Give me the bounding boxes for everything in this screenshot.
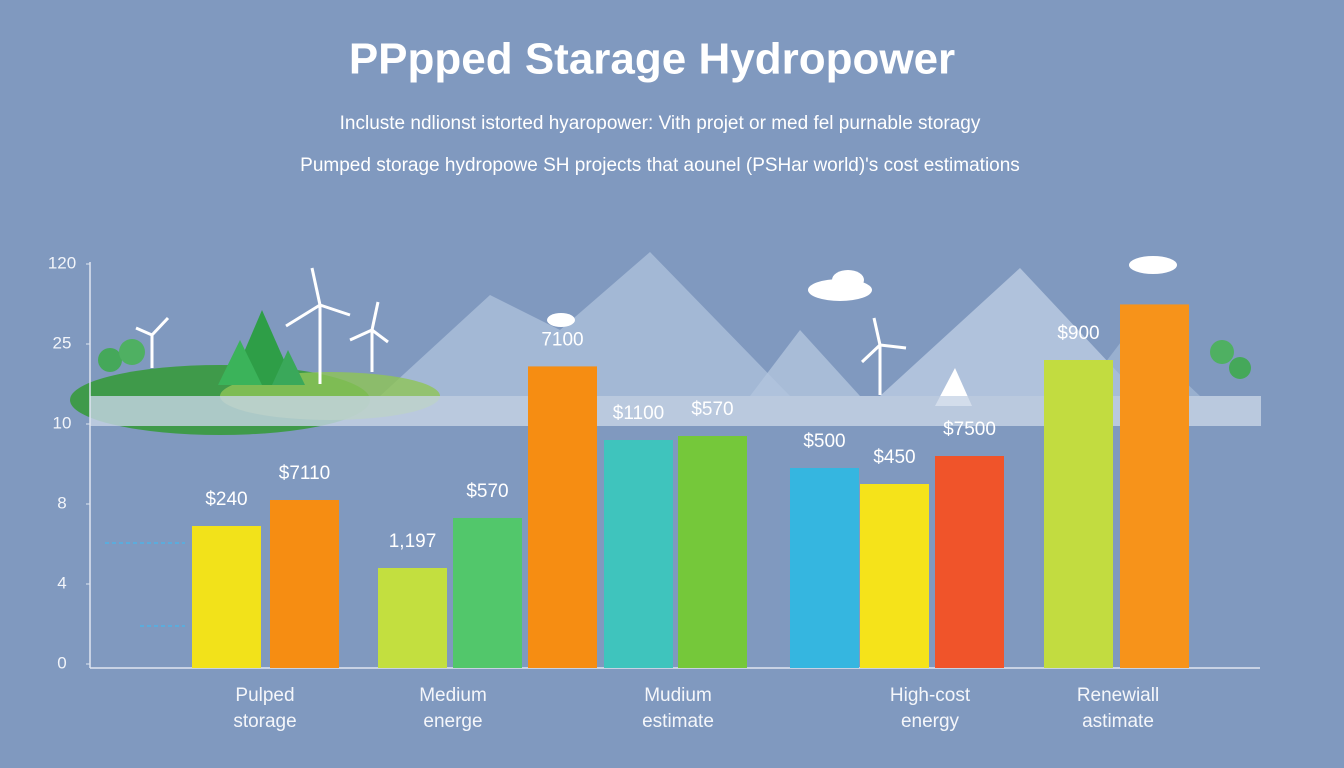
data-label: $570: [691, 399, 733, 420]
data-label: $240: [205, 489, 247, 510]
y-tick-label: 8: [57, 493, 66, 512]
bar: [604, 440, 673, 668]
x-category-label: Pulped: [235, 685, 294, 706]
data-label: $570: [466, 481, 508, 502]
data-label: $500: [803, 431, 845, 452]
chart-title: PPpped Starage Hydropower: [349, 35, 955, 84]
subtitle: Incluste ndlionst istorted hyaropower: V…: [340, 113, 981, 134]
y-tick-label: 25: [53, 333, 72, 352]
bar: [378, 568, 447, 668]
x-category-label: energy: [901, 711, 960, 732]
data-label: $900: [1057, 323, 1099, 344]
x-category-label: astimate: [1082, 711, 1154, 732]
x-category-label: High-cost: [890, 685, 971, 706]
y-tick-label: 120: [48, 253, 76, 272]
x-category-label: Mudium: [644, 685, 712, 706]
y-tick-label: 10: [53, 413, 72, 432]
bar: [453, 518, 522, 668]
x-category-label: storage: [233, 711, 296, 732]
bar: [270, 500, 339, 668]
data-label: $450: [873, 447, 915, 468]
data-label: 7100: [541, 329, 583, 350]
landscape: [70, 252, 1261, 627]
bar: [192, 526, 261, 668]
x-category-label: estimate: [642, 711, 714, 732]
bar: [935, 456, 1004, 668]
x-category-label: energe: [423, 711, 482, 732]
data-label: 1,197: [389, 531, 437, 552]
data-label: $1100: [613, 403, 664, 424]
y-tick-label: 4: [57, 573, 66, 592]
bar: [678, 436, 747, 668]
data-label: $7500: [943, 419, 996, 440]
y-tick-label: 0: [57, 653, 66, 672]
x-category-label: Medium: [419, 685, 487, 706]
x-category-label: Renewiall: [1077, 685, 1159, 706]
subtitle: Pumped storage hydropowe SH projects tha…: [300, 155, 1020, 176]
bar: [528, 366, 597, 668]
bar: [1120, 304, 1189, 668]
bar: [790, 468, 859, 668]
data-label: $7110: [279, 463, 330, 484]
bar: [860, 484, 929, 668]
bar: [1044, 360, 1113, 668]
